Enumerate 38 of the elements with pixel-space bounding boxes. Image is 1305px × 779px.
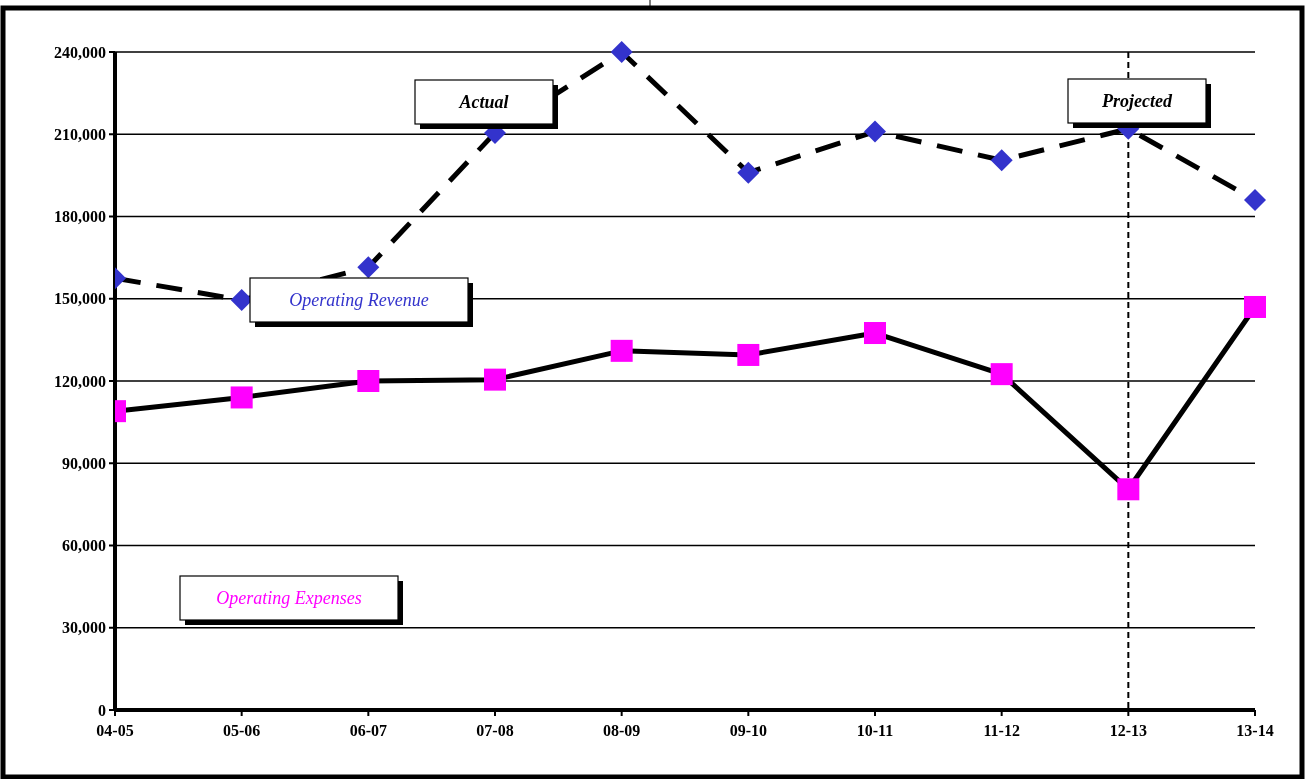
y-tick-label: 180,000 <box>54 208 106 226</box>
x-tick-label: 09-10 <box>729 722 767 739</box>
point <box>357 256 380 279</box>
point <box>990 149 1013 172</box>
annotation: Actual <box>458 92 509 112</box>
point <box>610 339 633 362</box>
y-tick-label: 90,000 <box>62 454 106 472</box>
x-tick-label: 06-07 <box>349 722 387 739</box>
point <box>610 41 633 63</box>
x-tick-label: 13-14 <box>1236 722 1274 739</box>
text: Operating Expenses <box>216 588 362 608</box>
annotation: Projected <box>1101 91 1173 111</box>
point <box>990 363 1013 386</box>
x-tick-label: 05-06 <box>223 722 261 739</box>
point <box>484 368 506 391</box>
x-tick-label: 10-11 <box>856 722 894 739</box>
point <box>737 161 760 184</box>
y-tick-label: 210,000 <box>54 125 106 143</box>
x-tick-label: 04-05 <box>96 722 134 739</box>
y-tick-label: 0 <box>98 701 106 719</box>
point <box>1117 478 1140 501</box>
point <box>357 370 380 392</box>
point <box>1244 189 1266 212</box>
x-tick-label: 08-09 <box>603 722 641 739</box>
series-label: Operating Revenue <box>289 290 429 310</box>
y-tick-label: 120,000 <box>54 372 106 390</box>
y-tick-label: 150,000 <box>54 290 106 308</box>
point <box>230 386 253 409</box>
point <box>1244 295 1266 318</box>
x-tick-label: 11-12 <box>983 722 1020 739</box>
point <box>864 322 886 345</box>
point <box>737 343 760 366</box>
y-tick-label: 30,000 <box>62 619 106 637</box>
x-tick-label: 07-08 <box>476 722 514 739</box>
y-tick-label: 240,000 <box>54 43 106 61</box>
y-tick-label: 60,000 <box>62 537 106 555</box>
point <box>864 120 886 143</box>
x-tick-label: 12-13 <box>1109 722 1147 739</box>
